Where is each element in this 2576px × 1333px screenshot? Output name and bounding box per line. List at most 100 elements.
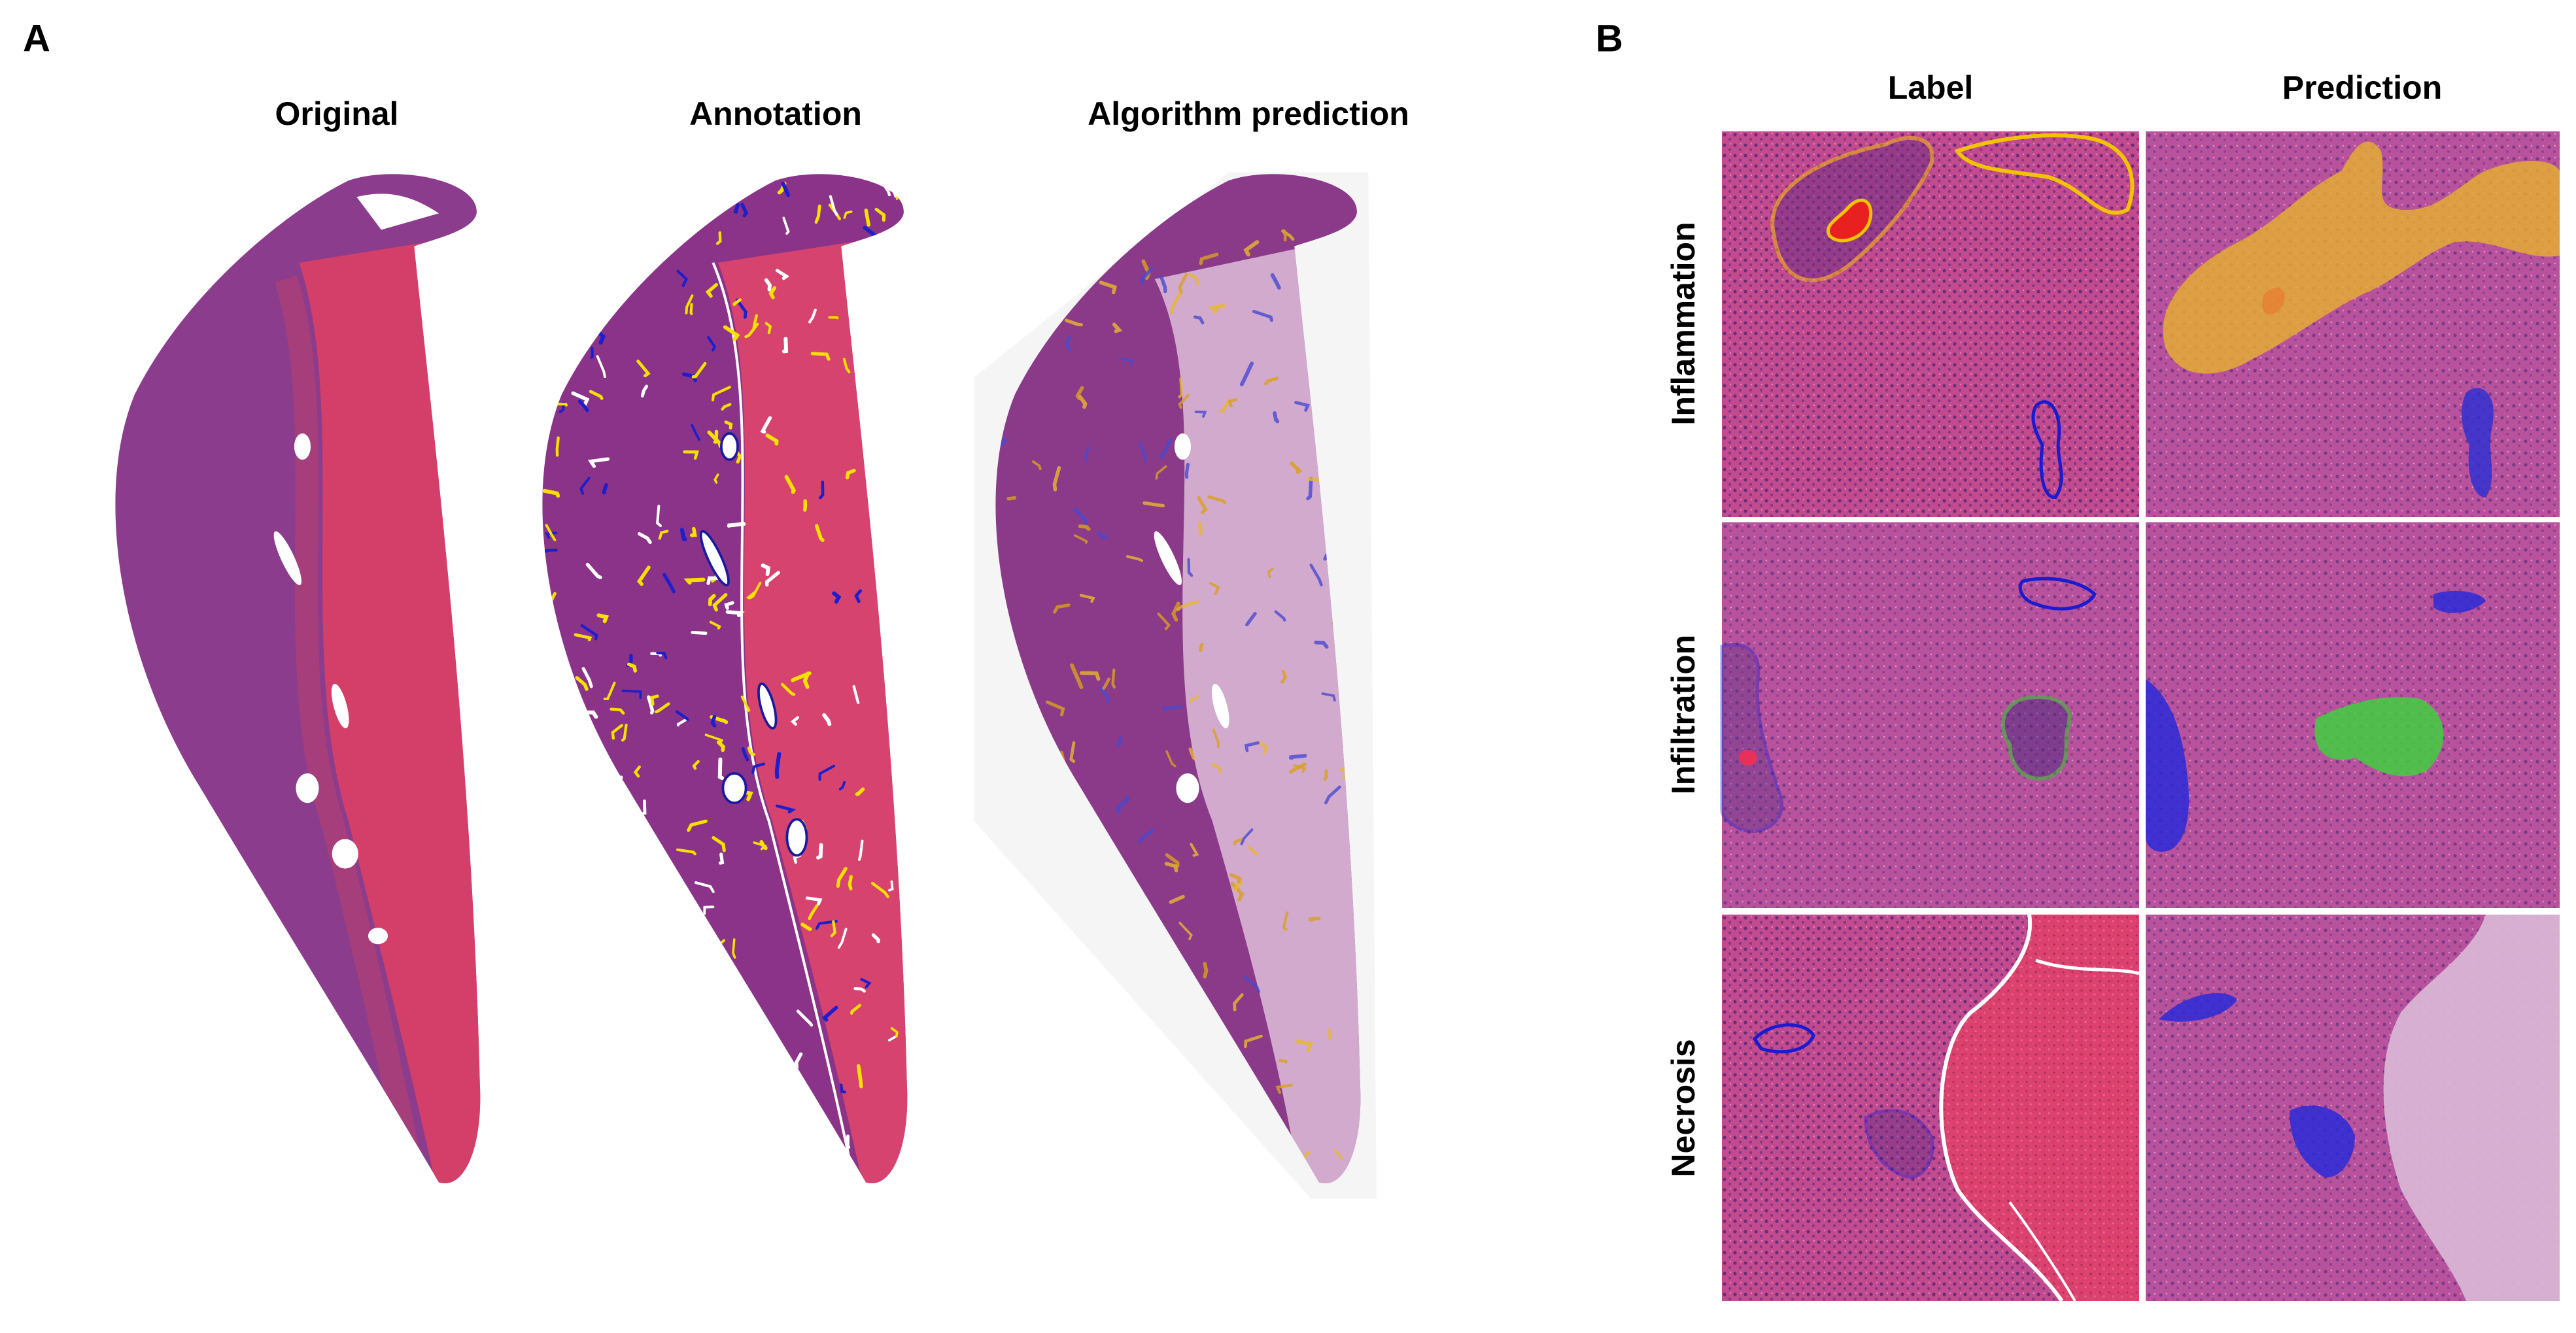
lesion-mark <box>604 967 610 981</box>
lesion-mark <box>568 253 589 262</box>
lesion-mark <box>794 1052 803 1070</box>
lesion-mark <box>1192 1127 1205 1142</box>
lesion-mark <box>594 976 602 996</box>
lesion-mark <box>895 465 905 473</box>
lesion-mark <box>856 1064 863 1088</box>
lesion-mark <box>1323 769 1328 781</box>
lesion-mark <box>1233 993 1244 1011</box>
lesion-mark <box>1229 873 1242 884</box>
lesion-mark <box>1094 246 1099 259</box>
lesion-mark <box>672 1055 686 1070</box>
lesion-mark <box>888 880 894 892</box>
lesion-mark <box>662 573 676 594</box>
lesion-mark <box>1295 1039 1314 1053</box>
lesion-mark <box>725 610 745 618</box>
lesion-mark <box>877 483 890 501</box>
lesion-mark <box>895 188 904 200</box>
row-title: Inflammation <box>1665 222 1702 425</box>
lesion-mark <box>606 829 618 840</box>
lesion-mark <box>1167 1087 1179 1094</box>
lesion-mark <box>764 278 772 292</box>
lesion-mark <box>703 905 715 915</box>
lesion-mark <box>1077 1017 1084 1040</box>
lesion-mark <box>579 477 591 495</box>
lesion-mark <box>832 591 842 604</box>
lesion-mark <box>741 747 749 762</box>
lesion-mark <box>649 694 659 706</box>
lesion-mark <box>558 341 565 354</box>
lesion-mark <box>1188 273 1200 286</box>
lesion-mark <box>564 288 577 294</box>
lesion-mark <box>1118 357 1134 366</box>
lesion-mark <box>580 624 598 641</box>
lesion-mark <box>713 473 719 484</box>
lesion-mark <box>687 819 708 832</box>
lesion-mark <box>1184 462 1190 479</box>
lesion-mark <box>765 433 779 446</box>
lesion-mark <box>708 594 716 607</box>
lesion-mark <box>571 391 590 407</box>
lesion-mark <box>1045 268 1053 291</box>
lesion-mark <box>1170 290 1182 314</box>
lesion-mark <box>1243 975 1261 994</box>
lesion-mark <box>1176 1179 1188 1184</box>
lesion-mark <box>803 499 808 512</box>
lesion-mark <box>721 1137 730 1152</box>
lesion-mark <box>627 662 638 673</box>
lesion-mark <box>1174 1137 1180 1163</box>
lesion-mark <box>808 309 817 324</box>
lesion-mark <box>676 848 696 856</box>
lesion-mark <box>1099 686 1110 703</box>
lesion-mark <box>589 951 602 971</box>
lesion-mark <box>901 887 908 906</box>
lesion-mark <box>884 500 891 515</box>
lesion-mark <box>1062 1036 1078 1052</box>
lesion-mark <box>733 203 740 214</box>
lesion-mark <box>1157 613 1171 631</box>
lesion-mark <box>618 947 639 958</box>
lesion-mark <box>545 662 562 679</box>
lesion-mark <box>779 1055 792 1062</box>
lesion-mark <box>760 416 772 434</box>
lesion-mark <box>995 1067 1004 1077</box>
lesion-mark <box>694 881 715 894</box>
lesion-mark <box>1293 764 1307 773</box>
lesion-mark <box>1274 610 1286 622</box>
lesion-mark <box>1105 1091 1116 1104</box>
lesion-mark <box>1138 441 1147 462</box>
lesion-mark <box>857 839 864 861</box>
lesion-mark <box>583 909 602 915</box>
lesion-mark <box>704 734 724 743</box>
column-title: Algorithm prediction <box>1088 95 1409 132</box>
lesion-mark <box>632 1119 644 1131</box>
column-title: Annotation <box>689 95 862 132</box>
lesion-mark <box>1231 1123 1239 1136</box>
lesion-mark <box>717 757 725 781</box>
lesion-mark <box>647 695 655 715</box>
lesion-mark <box>1067 1173 1075 1184</box>
lesion-mark <box>1057 949 1067 968</box>
lesion-mark <box>1064 318 1083 327</box>
lesion-mark <box>1189 695 1200 704</box>
lesion-mark <box>725 1170 741 1181</box>
lesion-mark <box>724 601 734 610</box>
lesion-mark <box>1122 1125 1141 1147</box>
lesion-mark <box>1162 705 1183 712</box>
lesion-mark <box>852 684 860 704</box>
lesion-mark <box>1176 600 1199 611</box>
lesion-mark <box>1282 229 1287 242</box>
lesion-mark <box>636 565 651 586</box>
lesion-mark <box>830 920 836 937</box>
lesion-mark <box>796 1009 814 1027</box>
lesion-mark <box>1006 927 1021 941</box>
lesion-mark <box>774 1149 785 1166</box>
lesion-mark <box>801 1113 810 1119</box>
lesion-mark <box>581 667 593 688</box>
lesion-mark <box>1078 394 1088 409</box>
lesion-mark <box>588 457 610 468</box>
lesion-mark <box>1252 309 1273 322</box>
lesion-mark <box>658 530 669 540</box>
lesion-mark <box>1314 640 1329 649</box>
lesion-mark <box>775 804 797 814</box>
lesion-mark <box>1046 700 1065 717</box>
